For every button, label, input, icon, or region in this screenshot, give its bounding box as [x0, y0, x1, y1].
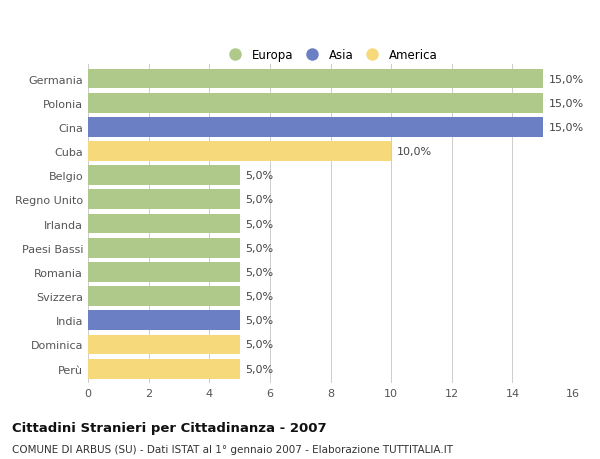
Text: 15,0%: 15,0%: [549, 99, 584, 108]
Bar: [88, 166, 239, 186]
Text: 5,0%: 5,0%: [245, 171, 274, 181]
Text: 10,0%: 10,0%: [397, 147, 433, 157]
Bar: [88, 286, 239, 306]
Text: COMUNE DI ARBUS (SU) - Dati ISTAT al 1° gennaio 2007 - Elaborazione TUTTITALIA.I: COMUNE DI ARBUS (SU) - Dati ISTAT al 1° …: [12, 444, 453, 454]
Bar: [88, 238, 239, 258]
Text: 5,0%: 5,0%: [245, 195, 274, 205]
Text: 5,0%: 5,0%: [245, 316, 274, 325]
Legend: Europa, Asia, America: Europa, Asia, America: [220, 45, 441, 65]
Bar: [88, 190, 239, 210]
Bar: [88, 311, 239, 330]
Text: Cittadini Stranieri per Cittadinanza - 2007: Cittadini Stranieri per Cittadinanza - 2…: [12, 421, 326, 434]
Bar: [88, 69, 543, 89]
Bar: [88, 142, 391, 162]
Text: 5,0%: 5,0%: [245, 267, 274, 277]
Text: 5,0%: 5,0%: [245, 364, 274, 374]
Bar: [88, 214, 239, 234]
Bar: [88, 118, 543, 138]
Text: 15,0%: 15,0%: [549, 123, 584, 133]
Text: 5,0%: 5,0%: [245, 243, 274, 253]
Text: 5,0%: 5,0%: [245, 219, 274, 229]
Text: 15,0%: 15,0%: [549, 74, 584, 84]
Bar: [88, 94, 543, 113]
Bar: [88, 263, 239, 282]
Text: 5,0%: 5,0%: [245, 291, 274, 302]
Bar: [88, 359, 239, 379]
Text: 5,0%: 5,0%: [245, 340, 274, 350]
Bar: [88, 335, 239, 355]
